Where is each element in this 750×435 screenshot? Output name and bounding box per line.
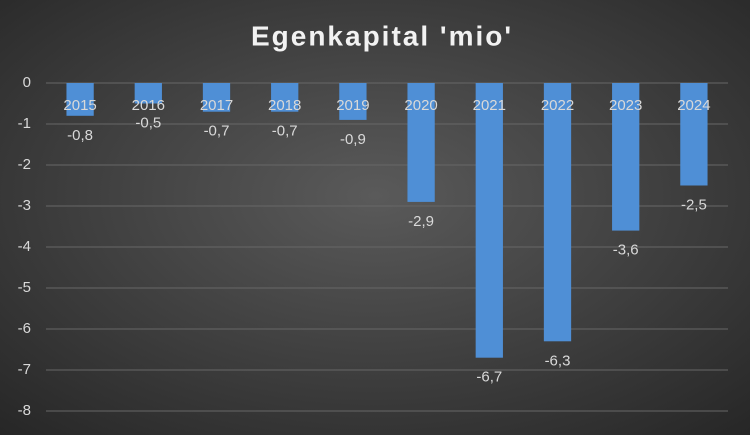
- bar: [543, 83, 572, 342]
- y-tick-label: -5: [18, 279, 31, 296]
- data-label: -0,7: [204, 123, 230, 140]
- data-label: -2,5: [681, 196, 707, 213]
- bar: [66, 83, 94, 116]
- data-label: -6,3: [545, 352, 571, 369]
- x-tick-label: 2021: [473, 97, 506, 114]
- bar: [475, 83, 503, 358]
- data-label: -0,8: [67, 127, 93, 144]
- bar: [202, 83, 231, 112]
- labels: 0 -1 -2 -3 -4 -5 -6 -7 -8 2015 -0,8 2016-0,5 2017 -0,…: [18, 74, 711, 419]
- chart-title: Egenkapital 'mio': [251, 20, 513, 51]
- y-tick-label: -6: [18, 320, 31, 337]
- bar: [612, 83, 640, 231]
- x-tick-label: 2015: [63, 97, 96, 114]
- y-tick-label: -2: [18, 156, 31, 173]
- y-tick-label: 0: [23, 74, 31, 91]
- bars: [66, 83, 708, 358]
- y-tick-label: -3: [18, 197, 31, 214]
- x-tick-label: 2018: [268, 97, 301, 114]
- x-tick-label: 2020: [404, 97, 437, 114]
- data-label: -2,9: [408, 213, 434, 230]
- x-tick-label: 2017: [200, 97, 233, 114]
- bar: [271, 83, 299, 112]
- x-tick-label: 2023: [609, 97, 642, 114]
- bar: [134, 83, 162, 104]
- data-label: -0,7: [272, 123, 298, 140]
- bar: [407, 83, 435, 202]
- x-tick-label: 2016: [132, 97, 165, 114]
- data-label: -6,7: [476, 369, 502, 386]
- bar: [339, 83, 367, 120]
- bar: [680, 83, 708, 186]
- x-tick-label: 2019: [336, 97, 369, 114]
- y-tick-label: -4: [18, 238, 31, 255]
- x-tick-label: 2022: [541, 97, 574, 114]
- x-tick-label: 2024: [677, 97, 710, 114]
- data-label: -0,9: [340, 131, 366, 148]
- data-label: -3,6: [613, 242, 639, 259]
- data-label: -0,5: [135, 114, 161, 131]
- y-tick-label: -7: [18, 361, 31, 378]
- y-tick-label: -8: [18, 402, 31, 419]
- y-tick-label: -1: [18, 115, 31, 132]
